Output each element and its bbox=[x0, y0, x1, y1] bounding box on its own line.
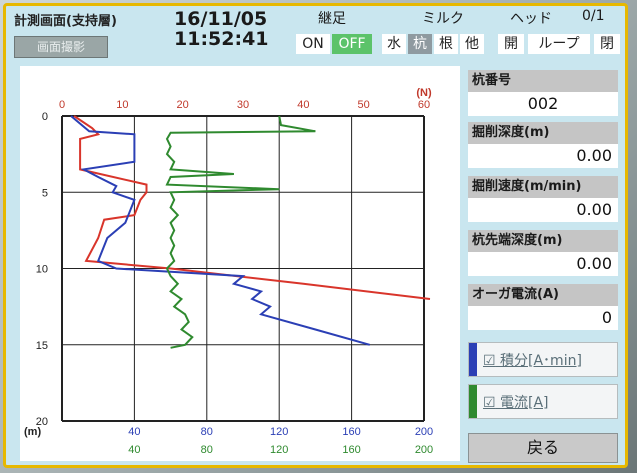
checkbox-icon: ☑ bbox=[483, 395, 496, 411]
auger-current-label: オーガ電流(A) bbox=[468, 284, 618, 306]
top-tick-label: 30 bbox=[237, 99, 249, 111]
top-tick-label: 60 bbox=[418, 99, 430, 111]
legend-current-toggle[interactable]: ☑ 電流[A] bbox=[468, 384, 618, 419]
excavation-depth-value: 0.00 bbox=[468, 144, 618, 168]
pile-tip-depth-label: 杭先端深度(m) bbox=[468, 230, 618, 252]
legend-integral-toggle[interactable]: ☑ 積分[A･min] bbox=[468, 342, 618, 377]
legend-integral-color bbox=[469, 343, 477, 376]
screen-title: 計測画面(支持層) bbox=[14, 14, 117, 29]
legend-current-text: ☑ 電流[A] bbox=[483, 392, 549, 412]
top-tick-label: 20 bbox=[177, 99, 189, 111]
monitor-screen: 計測画面(支持層) 画面撮影 16/11/05 11:52:41 継足 ON O… bbox=[3, 3, 628, 468]
top-tick-label: 10 bbox=[116, 99, 128, 111]
head-title: ヘッド bbox=[510, 11, 552, 27]
depth-chart: 0 5 10 15 20 (m) 0 10 20 30 40 50 60 (N) 40 80 120 160 200… bbox=[20, 66, 460, 461]
legend-current-label: 電流[A] bbox=[500, 395, 549, 411]
top-tick-label: 50 bbox=[358, 99, 370, 111]
top-tick-label: 40 bbox=[297, 99, 309, 111]
capture-screen-button[interactable]: 画面撮影 bbox=[14, 36, 108, 58]
pile-number-value: 002 bbox=[468, 92, 618, 116]
excavation-speed-value: 0.00 bbox=[468, 198, 618, 222]
keisoku-on-toggle[interactable]: ON bbox=[296, 34, 330, 54]
bottom-tick-label-green: 40 bbox=[128, 444, 140, 456]
series-line-0 bbox=[73, 115, 431, 300]
series-line-1 bbox=[70, 115, 370, 346]
milk-option-pile[interactable]: 杭 bbox=[408, 34, 432, 54]
bottom-tick-label-green: 160 bbox=[342, 444, 360, 456]
milk-title: ミルク bbox=[422, 11, 464, 27]
legend-integral-label: 積分[A･min] bbox=[500, 353, 582, 369]
head-loop-toggle[interactable]: ループ bbox=[528, 34, 590, 54]
y-tick-label: 15 bbox=[36, 340, 48, 352]
keisoku-off-toggle[interactable]: OFF bbox=[332, 34, 372, 54]
time-display: 11:52:41 bbox=[174, 28, 269, 50]
legend-integral-text: ☑ 積分[A･min] bbox=[483, 350, 582, 370]
date-display: 16/11/05 bbox=[174, 8, 268, 30]
milk-option-other[interactable]: 他 bbox=[460, 34, 484, 54]
checkbox-icon: ☑ bbox=[483, 353, 496, 369]
head-group: ヘッド 0/1 開 ループ 閉 bbox=[498, 8, 626, 54]
series-line-2 bbox=[165, 115, 316, 349]
y-tick-label: 10 bbox=[36, 264, 48, 276]
keisoku-title: 継足 bbox=[318, 11, 346, 27]
back-button[interactable]: 戻る bbox=[468, 433, 618, 463]
head-count: 0/1 bbox=[582, 8, 605, 24]
y-tick-label: 5 bbox=[42, 187, 48, 199]
bottom-tick-label-green: 200 bbox=[415, 444, 433, 456]
y-unit-label: (m) bbox=[24, 426, 41, 438]
head-open-toggle[interactable]: 開 bbox=[498, 34, 524, 54]
keisoku-group: 継足 ON OFF bbox=[296, 8, 376, 54]
y-tick-label: 20 bbox=[36, 416, 48, 428]
bottom-tick-label-green: 80 bbox=[201, 444, 213, 456]
bottom-tick-label-blue: 200 bbox=[415, 426, 433, 438]
auger-current-value: 0 bbox=[468, 306, 618, 330]
bottom-tick-label-blue: 80 bbox=[201, 426, 213, 438]
milk-option-root[interactable]: 根 bbox=[434, 34, 458, 54]
bottom-tick-label-green: 120 bbox=[270, 444, 288, 456]
head-close-toggle[interactable]: 閉 bbox=[594, 34, 620, 54]
excavation-speed-label: 掘削速度(m/min) bbox=[468, 176, 618, 198]
bottom-tick-label-blue: 120 bbox=[270, 426, 288, 438]
milk-group: ミルク 水 杭 根 他 bbox=[382, 8, 492, 54]
bottom-tick-label-blue: 160 bbox=[342, 426, 360, 438]
bottom-tick-label-blue: 40 bbox=[128, 426, 140, 438]
top-tick-label: 0 bbox=[59, 99, 65, 111]
y-tick-label: 0 bbox=[42, 111, 48, 123]
excavation-depth-label: 掘削深度(m) bbox=[468, 122, 618, 144]
pile-number-label: 杭番号 bbox=[468, 70, 618, 92]
legend-current-color bbox=[469, 385, 477, 418]
pile-tip-depth-value: 0.00 bbox=[468, 252, 618, 276]
top-unit-label: (N) bbox=[416, 87, 432, 99]
milk-option-water[interactable]: 水 bbox=[382, 34, 406, 54]
